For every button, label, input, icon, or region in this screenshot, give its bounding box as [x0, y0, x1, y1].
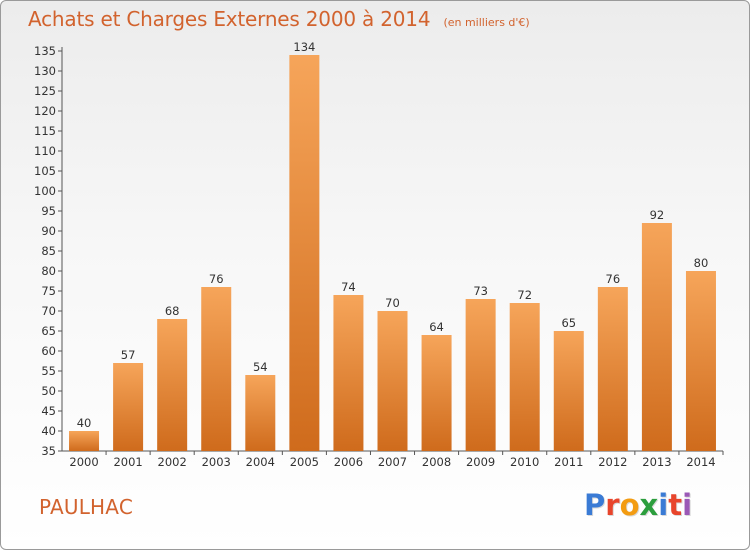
- bar-2014: [685, 271, 716, 451]
- x-tick-label-2005: 2005: [290, 455, 319, 469]
- y-tick-label: 110: [34, 144, 56, 158]
- bar-2012: [597, 287, 628, 451]
- commune-name: PAULHAC: [39, 495, 133, 519]
- data-label-2000: 40: [77, 416, 92, 430]
- logo-letter: o: [619, 488, 640, 522]
- data-label-2013: 92: [650, 208, 665, 222]
- logo-letter: r: [605, 488, 620, 522]
- data-label-2004: 54: [253, 360, 268, 374]
- x-tick-label-2010: 2010: [510, 455, 539, 469]
- x-tick-label-2000: 2000: [69, 455, 98, 469]
- bar-2013: [641, 223, 672, 451]
- bar-2005: [289, 55, 320, 451]
- bar-2006: [333, 295, 364, 451]
- y-tick-label: 100: [34, 184, 56, 198]
- data-label-2007: 70: [385, 296, 400, 310]
- bar-2003: [201, 287, 232, 451]
- y-tick-label: 80: [41, 264, 56, 278]
- bar-2000: [69, 431, 100, 451]
- y-tick-label: 130: [34, 64, 56, 78]
- logo-letter: i: [682, 488, 693, 522]
- bar-2002: [157, 319, 188, 451]
- x-tick-label-2008: 2008: [422, 455, 451, 469]
- title-block: Achats et Charges Externes 2000 à 2014 (…: [28, 7, 530, 31]
- bar-2001: [113, 363, 144, 451]
- x-tick-label-2002: 2002: [158, 455, 187, 469]
- logo-letter: t: [668, 488, 683, 522]
- data-label-2014: 80: [694, 256, 709, 270]
- y-tick-label: 115: [34, 124, 56, 138]
- y-tick-label: 55: [41, 364, 56, 378]
- data-label-2002: 68: [165, 304, 180, 318]
- data-label-2010: 72: [517, 288, 532, 302]
- bar-2007: [377, 311, 408, 451]
- logo-letter: x: [639, 488, 659, 522]
- x-tick-label-2003: 2003: [202, 455, 231, 469]
- data-label-2006: 74: [341, 280, 356, 294]
- y-tick-label: 40: [41, 424, 56, 438]
- y-tick-label: 65: [41, 324, 56, 338]
- logo-letter: i: [658, 488, 669, 522]
- x-tick-label-2011: 2011: [554, 455, 583, 469]
- data-label-2008: 64: [429, 320, 444, 334]
- x-tick-label-2001: 2001: [113, 455, 142, 469]
- y-tick-label: 50: [41, 384, 56, 398]
- x-tick-label-2009: 2009: [466, 455, 495, 469]
- x-tick-label-2004: 2004: [246, 455, 275, 469]
- chart-title: Achats et Charges Externes 2000 à 2014: [28, 7, 431, 31]
- bar-2010: [509, 303, 540, 451]
- x-tick-label-2012: 2012: [598, 455, 627, 469]
- y-tick-label: 75: [41, 284, 56, 298]
- y-tick-label: 125: [34, 84, 56, 98]
- y-tick-label: 95: [41, 204, 56, 218]
- y-tick-label: 90: [41, 224, 56, 238]
- y-tick-label: 135: [34, 44, 56, 58]
- x-tick-label-2006: 2006: [334, 455, 363, 469]
- y-tick-label: 45: [41, 404, 56, 418]
- x-tick-label-2014: 2014: [686, 455, 715, 469]
- y-tick-label: 105: [34, 164, 56, 178]
- proxiti-logo: Proxiti: [584, 488, 692, 522]
- data-label-2001: 57: [121, 348, 136, 362]
- data-label-2003: 76: [209, 272, 224, 286]
- chart-subtitle: (en milliers d'€): [443, 16, 530, 29]
- y-tick-label: 120: [34, 104, 56, 118]
- data-label-2011: 65: [561, 316, 576, 330]
- y-tick-label: 70: [41, 304, 56, 318]
- y-tick-label: 60: [41, 344, 56, 358]
- x-tick-label-2013: 2013: [642, 455, 671, 469]
- y-tick-label: 85: [41, 244, 56, 258]
- logo-letter: P: [584, 488, 606, 522]
- data-label-2012: 76: [606, 272, 621, 286]
- bar-2011: [553, 331, 584, 451]
- bar-2009: [465, 299, 496, 451]
- data-label-2009: 73: [473, 284, 488, 298]
- bar-2008: [421, 335, 452, 451]
- bar-2004: [245, 375, 276, 451]
- y-tick-label: 35: [41, 444, 56, 458]
- x-tick-label-2007: 2007: [378, 455, 407, 469]
- data-label-2005: 134: [293, 40, 315, 54]
